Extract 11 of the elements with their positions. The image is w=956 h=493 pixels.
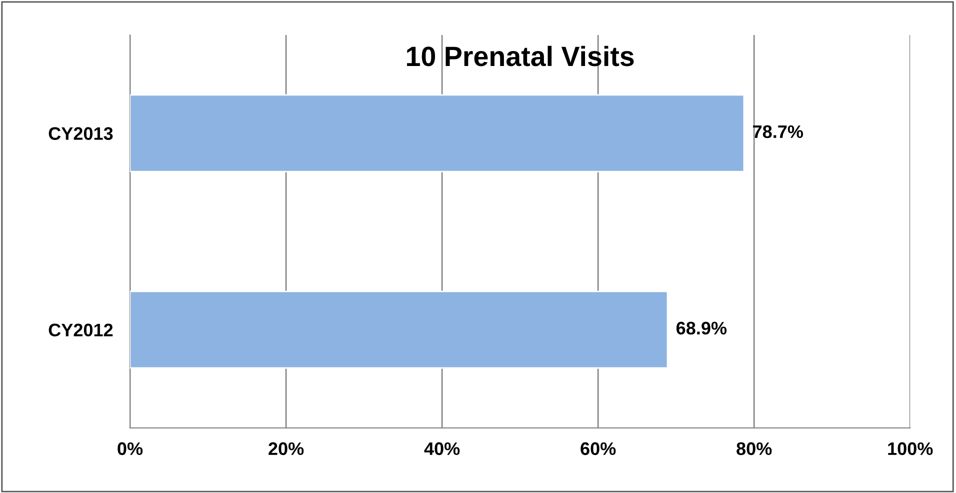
chart-title: 10 Prenatal Visits [407, 46, 634, 66]
y-tick-label: CY2013 [48, 127, 113, 140]
x-tick-label: 0% [118, 442, 143, 456]
data-label: 78.7% [753, 125, 804, 138]
y-tick-label: CY2012 [48, 324, 113, 336]
x-tick-label: 80% [736, 442, 772, 456]
x-tick-label: 60% [580, 442, 616, 456]
x-tick-label: 20% [268, 442, 304, 456]
data-label: 68.9% [676, 322, 727, 335]
x-tick-label: 40% [424, 442, 460, 456]
x-tick-label: 100% [888, 442, 933, 456]
